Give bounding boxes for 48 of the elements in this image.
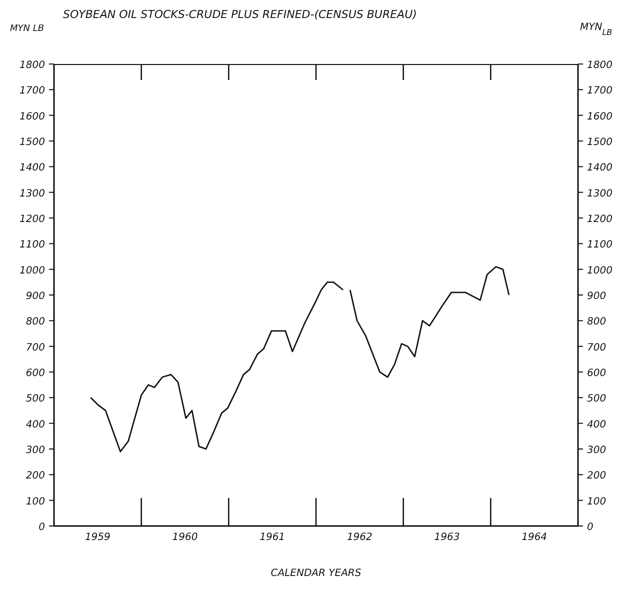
y-tick-label: 1400 [20, 162, 45, 174]
x-tick-label: 1961 [260, 532, 286, 543]
y-tick-label: 100 [26, 496, 45, 508]
y2-tick-label: 500 [587, 394, 606, 405]
x-axis-title: CALENDAR YEARS [270, 568, 362, 579]
y2-tick-label: 1300 [587, 188, 612, 200]
y-tick-label: 700 [26, 342, 45, 354]
x-tick-label: 1964 [522, 532, 548, 543]
y-tick-label: 1700 [20, 86, 45, 97]
y2-tick-label: 1600 [587, 111, 612, 122]
y2-tick-label: 600 [587, 368, 606, 379]
y-tick-label: 300 [26, 445, 45, 456]
y-tick-label: 1100 [20, 240, 45, 251]
x-tick-label: 1963 [434, 532, 460, 543]
y-tick-label: 900 [26, 291, 45, 302]
y2-tick-label: 800 [587, 316, 606, 328]
y2-axis-title: MYN$_{LB}$ [580, 22, 612, 36]
y-tick-label: 800 [26, 316, 45, 328]
y2-tick-label: 300 [587, 445, 606, 456]
y2-tick-label: 700 [587, 342, 606, 354]
x-tick-label: 1962 [346, 532, 372, 543]
y2-tick-label: 900 [587, 291, 606, 302]
y2-tick-label: 1000 [587, 265, 612, 276]
y2-tick-label: 1400 [587, 162, 612, 174]
y-tick-label: 500 [26, 394, 45, 405]
y2-tick-label: 1200 [587, 214, 612, 225]
y2-tick-label: 1100 [587, 240, 612, 251]
y2-tick-label: 1800 [587, 60, 612, 71]
y-tick-label: 200 [26, 470, 45, 482]
y-tick-label: 1500 [20, 137, 45, 148]
y-axis-title: MYN LB [10, 24, 44, 34]
x-tick-label: 1960 [172, 532, 198, 543]
x-tick-label: 1959 [84, 532, 110, 543]
y-tick-label: 1600 [20, 111, 45, 122]
y2-tick-label: 1500 [587, 137, 612, 148]
y-tick-label: 600 [26, 368, 45, 379]
y-tick-label: 1200 [20, 214, 45, 225]
y-tick-label: 0 [38, 522, 45, 533]
y-tick-label: 1800 [20, 60, 45, 71]
y-tick-label: 400 [26, 419, 45, 430]
y2-tick-label: 1700 [587, 86, 612, 97]
y-tick-label: 1300 [20, 188, 45, 200]
y2-tick-label: 200 [587, 470, 606, 482]
y2-tick-label: 0 [587, 522, 594, 533]
y2-tick-label: 100 [587, 496, 606, 508]
y2-tick-label: 400 [587, 419, 606, 430]
chart-title: SOYBEAN OIL STOCKS-CRUDE PLUS REFINED-(CENSUS BUREAU) [63, 8, 417, 21]
y-tick-label: 1000 [20, 265, 45, 276]
